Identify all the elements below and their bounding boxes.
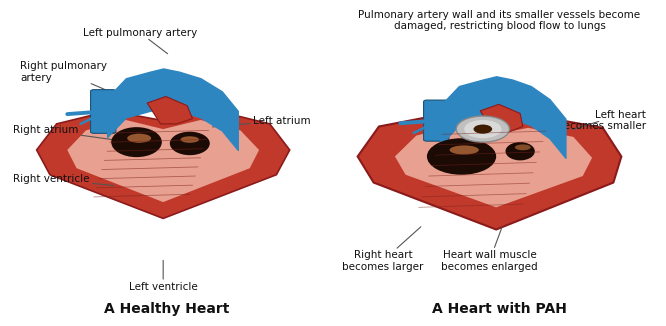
- Text: Left pulmonary artery: Left pulmonary artery: [83, 28, 197, 54]
- Polygon shape: [67, 120, 259, 202]
- Polygon shape: [358, 115, 621, 230]
- Ellipse shape: [180, 136, 199, 143]
- Text: A Heart with PAH: A Heart with PAH: [432, 302, 567, 316]
- Text: Left ventricle: Left ventricle: [129, 260, 198, 292]
- Circle shape: [464, 120, 501, 138]
- FancyBboxPatch shape: [91, 90, 116, 133]
- Circle shape: [474, 125, 492, 134]
- Polygon shape: [147, 96, 192, 124]
- Text: Heart wall muscle
becomes enlarged: Heart wall muscle becomes enlarged: [441, 228, 538, 272]
- Text: Right atrium: Right atrium: [13, 126, 114, 140]
- Text: A Healthy Heart: A Healthy Heart: [104, 302, 229, 316]
- Text: Left heart
becomes smaller: Left heart becomes smaller: [557, 110, 646, 131]
- Ellipse shape: [170, 132, 210, 155]
- Polygon shape: [395, 125, 592, 207]
- Ellipse shape: [515, 144, 531, 150]
- Ellipse shape: [127, 134, 151, 143]
- Ellipse shape: [505, 142, 535, 160]
- Polygon shape: [480, 104, 523, 132]
- Ellipse shape: [450, 145, 479, 155]
- Text: Left atrium: Left atrium: [212, 116, 311, 127]
- Text: Pulmonary artery wall and its smaller vessels become
damaged, restricting blood : Pulmonary artery wall and its smaller ve…: [358, 10, 641, 31]
- FancyBboxPatch shape: [424, 100, 449, 141]
- Polygon shape: [37, 111, 290, 218]
- Ellipse shape: [111, 127, 162, 157]
- Text: Right heart
becomes larger: Right heart becomes larger: [342, 227, 424, 272]
- Circle shape: [456, 116, 509, 142]
- Ellipse shape: [427, 138, 496, 175]
- Text: Right pulmonary
artery: Right pulmonary artery: [20, 61, 114, 94]
- Text: Right ventricle: Right ventricle: [13, 174, 114, 185]
